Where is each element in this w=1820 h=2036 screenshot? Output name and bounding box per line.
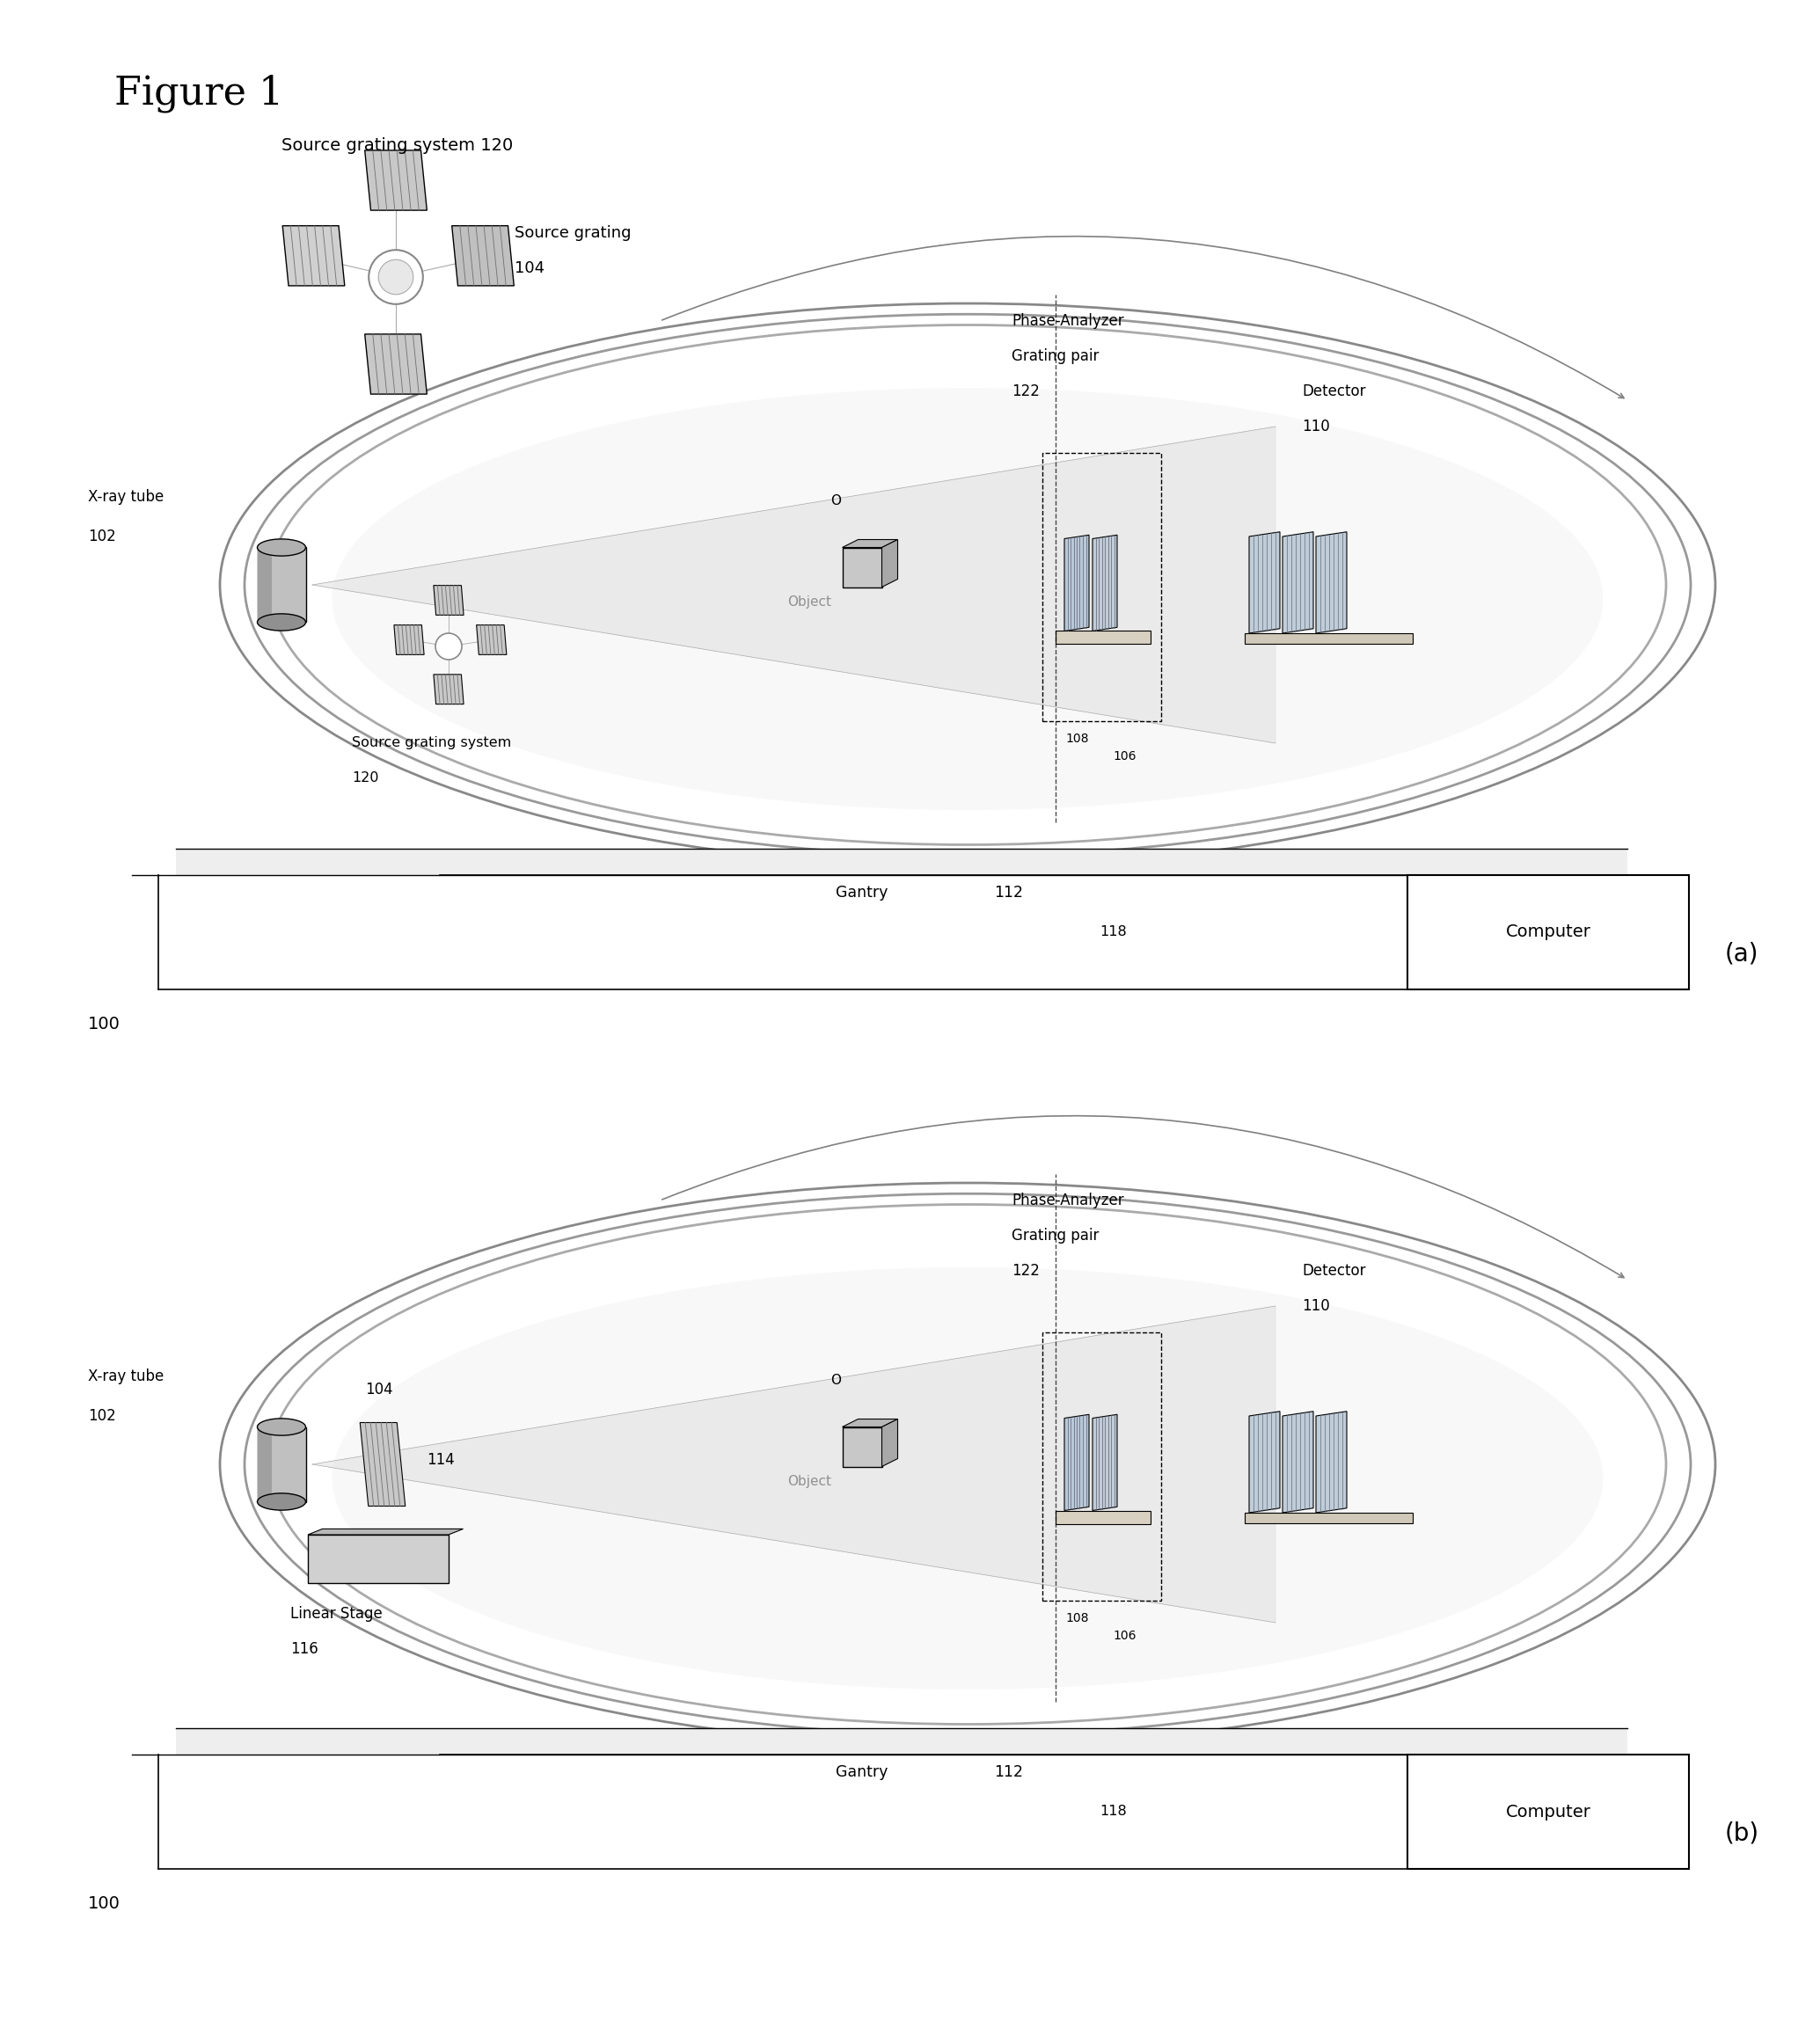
Polygon shape bbox=[1065, 1415, 1088, 1511]
Circle shape bbox=[369, 250, 422, 303]
Text: Source grating: Source grating bbox=[515, 226, 632, 240]
Text: 110: 110 bbox=[1301, 1299, 1330, 1313]
Polygon shape bbox=[883, 540, 897, 586]
FancyBboxPatch shape bbox=[308, 1535, 448, 1584]
FancyBboxPatch shape bbox=[177, 1729, 1627, 1755]
Ellipse shape bbox=[257, 540, 306, 556]
Ellipse shape bbox=[331, 387, 1603, 810]
Polygon shape bbox=[433, 586, 464, 615]
Text: 120: 120 bbox=[351, 772, 379, 786]
FancyBboxPatch shape bbox=[1245, 1513, 1412, 1523]
FancyBboxPatch shape bbox=[1407, 1755, 1689, 1869]
Polygon shape bbox=[308, 1529, 462, 1535]
FancyBboxPatch shape bbox=[257, 548, 306, 623]
Polygon shape bbox=[1249, 531, 1279, 633]
Polygon shape bbox=[883, 1419, 897, 1466]
Text: X-ray tube: X-ray tube bbox=[87, 1368, 164, 1384]
Polygon shape bbox=[1092, 535, 1117, 631]
Polygon shape bbox=[1065, 535, 1088, 631]
Text: 112: 112 bbox=[994, 886, 1023, 900]
Text: Grating pair: Grating pair bbox=[1012, 1228, 1099, 1244]
Polygon shape bbox=[1283, 531, 1314, 633]
Text: Object: Object bbox=[788, 597, 832, 609]
Text: 102: 102 bbox=[87, 529, 116, 544]
Text: 112: 112 bbox=[994, 1765, 1023, 1779]
Polygon shape bbox=[843, 540, 897, 548]
Text: O: O bbox=[830, 1374, 841, 1387]
Text: O: O bbox=[830, 495, 841, 507]
Text: 104: 104 bbox=[515, 261, 544, 277]
Polygon shape bbox=[477, 625, 506, 656]
Text: 100: 100 bbox=[87, 1016, 120, 1032]
FancyBboxPatch shape bbox=[177, 849, 1627, 875]
Polygon shape bbox=[360, 1423, 406, 1507]
Text: 106: 106 bbox=[1112, 749, 1136, 764]
Polygon shape bbox=[364, 334, 428, 395]
Text: Computer: Computer bbox=[1505, 924, 1591, 941]
Text: Phase-Analyzer: Phase-Analyzer bbox=[1012, 1193, 1125, 1209]
FancyBboxPatch shape bbox=[257, 548, 271, 623]
FancyBboxPatch shape bbox=[843, 548, 883, 586]
Polygon shape bbox=[843, 1419, 897, 1427]
Text: Source grating system 120: Source grating system 120 bbox=[282, 136, 513, 155]
Polygon shape bbox=[433, 674, 464, 704]
Text: 110: 110 bbox=[1301, 419, 1330, 434]
Polygon shape bbox=[1092, 1415, 1117, 1511]
FancyBboxPatch shape bbox=[843, 1427, 883, 1466]
Text: Phase-Analyzer: Phase-Analyzer bbox=[1012, 314, 1125, 330]
Polygon shape bbox=[313, 428, 1276, 743]
Text: (a): (a) bbox=[1725, 943, 1758, 967]
Text: Gantry: Gantry bbox=[835, 886, 888, 900]
Text: Detector: Detector bbox=[1301, 1262, 1365, 1279]
Ellipse shape bbox=[257, 1419, 306, 1435]
FancyBboxPatch shape bbox=[1245, 633, 1412, 643]
Polygon shape bbox=[313, 1305, 1276, 1623]
FancyBboxPatch shape bbox=[1056, 1511, 1150, 1523]
Text: X-ray tube: X-ray tube bbox=[87, 489, 164, 505]
Polygon shape bbox=[393, 625, 424, 656]
Polygon shape bbox=[1283, 1411, 1314, 1513]
Text: (b): (b) bbox=[1725, 1822, 1758, 1847]
Polygon shape bbox=[1249, 1411, 1279, 1513]
Text: 104: 104 bbox=[366, 1382, 393, 1397]
Text: 114: 114 bbox=[426, 1452, 455, 1468]
Ellipse shape bbox=[257, 613, 306, 631]
Text: Detector: Detector bbox=[1301, 383, 1365, 399]
Polygon shape bbox=[1316, 1411, 1347, 1513]
Polygon shape bbox=[282, 226, 344, 285]
FancyBboxPatch shape bbox=[1056, 631, 1150, 643]
Polygon shape bbox=[451, 226, 513, 285]
Text: Source grating system: Source grating system bbox=[351, 737, 511, 749]
Text: Linear Stage: Linear Stage bbox=[289, 1606, 382, 1623]
Text: 106: 106 bbox=[1112, 1629, 1136, 1641]
FancyBboxPatch shape bbox=[257, 1427, 271, 1503]
Text: 116: 116 bbox=[289, 1641, 318, 1657]
Text: Grating pair: Grating pair bbox=[1012, 348, 1099, 364]
Circle shape bbox=[379, 261, 413, 295]
Text: 102: 102 bbox=[87, 1409, 116, 1423]
Text: 108: 108 bbox=[1067, 733, 1088, 745]
Ellipse shape bbox=[257, 1492, 306, 1511]
FancyBboxPatch shape bbox=[1407, 875, 1689, 989]
Text: Object: Object bbox=[788, 1476, 832, 1488]
Text: Figure 1: Figure 1 bbox=[115, 75, 284, 114]
Text: 108: 108 bbox=[1067, 1613, 1088, 1625]
Ellipse shape bbox=[331, 1266, 1603, 1690]
Polygon shape bbox=[364, 151, 428, 210]
Text: 118: 118 bbox=[1099, 1806, 1127, 1818]
Circle shape bbox=[435, 633, 462, 660]
FancyBboxPatch shape bbox=[257, 1427, 306, 1503]
Text: 100: 100 bbox=[87, 1896, 120, 1912]
Text: Gantry: Gantry bbox=[835, 1765, 888, 1779]
Text: 122: 122 bbox=[1012, 383, 1039, 399]
Text: Computer: Computer bbox=[1505, 1804, 1591, 1820]
Text: 118: 118 bbox=[1099, 926, 1127, 939]
Text: 122: 122 bbox=[1012, 1262, 1039, 1279]
Polygon shape bbox=[1316, 531, 1347, 633]
